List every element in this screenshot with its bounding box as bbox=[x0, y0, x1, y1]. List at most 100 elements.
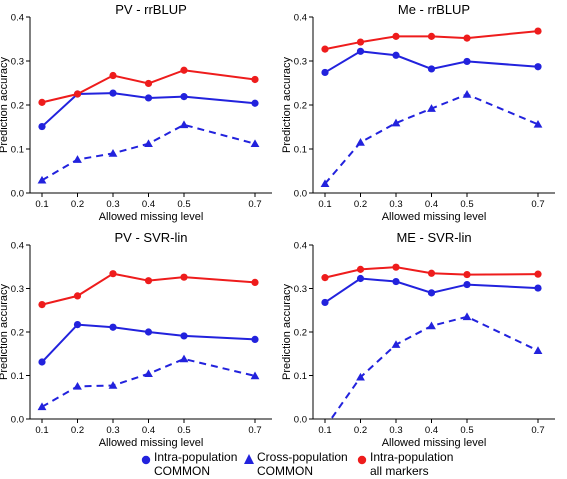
y-tick-label: 0.2 bbox=[11, 328, 24, 339]
y-tick-label: 0.3 bbox=[11, 57, 24, 68]
series-intra-all bbox=[321, 263, 542, 282]
data-point bbox=[462, 312, 472, 321]
data-point bbox=[251, 335, 259, 343]
data-point bbox=[144, 139, 153, 148]
data-point bbox=[427, 65, 436, 73]
x-tick-label: 0.2 bbox=[354, 425, 367, 436]
data-point bbox=[38, 358, 46, 366]
x-axis-label: Allowed missing level bbox=[99, 211, 204, 223]
data-point bbox=[534, 284, 542, 292]
data-point bbox=[180, 66, 188, 74]
x-tick-label: 0.2 bbox=[354, 199, 367, 210]
y-tick-label: 0.0 bbox=[11, 415, 24, 426]
y-tick-label: 0.3 bbox=[294, 57, 307, 68]
x-tick-label: 0.2 bbox=[71, 199, 84, 210]
data-point bbox=[180, 93, 188, 101]
x-axis-label: Allowed missing level bbox=[99, 437, 204, 449]
data-point bbox=[108, 149, 118, 157]
legend-label-line1: Cross-population bbox=[257, 450, 348, 464]
data-point bbox=[179, 354, 189, 363]
data-point bbox=[463, 57, 471, 66]
data-point bbox=[144, 79, 153, 88]
data-point bbox=[109, 71, 117, 80]
data-point bbox=[38, 300, 46, 309]
y-tick-label: 0.1 bbox=[11, 371, 24, 382]
y-tick-label: 0.1 bbox=[294, 145, 307, 156]
data-point bbox=[391, 340, 401, 348]
x-tick-label: 0.4 bbox=[142, 425, 155, 436]
data-point bbox=[321, 45, 329, 53]
panel-title: PV - SVR-lin bbox=[115, 230, 188, 245]
y-tick-label: 0.3 bbox=[294, 284, 307, 295]
data-point bbox=[427, 104, 436, 112]
data-point bbox=[463, 270, 471, 279]
x-tick-label: 0.2 bbox=[71, 425, 84, 436]
panel-4: 0.0 0.1 0.2 0.3 0.4 0.1 0.2 0.3 0.4 0.5 0.7 ME - SV… bbox=[281, 230, 555, 449]
data-point bbox=[356, 372, 365, 381]
data-point bbox=[356, 38, 365, 46]
data-point bbox=[109, 270, 117, 278]
panel-3: 0.0 0.1 0.2 0.3 0.4 0.1 0.2 0.3 0.4 0.5 0.7 PV - SV… bbox=[0, 230, 272, 449]
legend-label-line2: all markers bbox=[370, 464, 429, 478]
data-point bbox=[534, 63, 542, 71]
data-point bbox=[534, 27, 542, 35]
series-cross-common bbox=[37, 120, 260, 184]
series-line-intra-common bbox=[324, 50, 539, 74]
data-point bbox=[463, 280, 471, 289]
series-intra-all bbox=[38, 270, 259, 309]
data-point bbox=[356, 138, 365, 146]
x-axis-label: Allowed missing level bbox=[382, 211, 487, 223]
data-point bbox=[73, 155, 82, 163]
panel-1: 0.0 0.1 0.2 0.3 0.4 0.1 0.2 0.3 0.4 0.5 0.7 PV - rr… bbox=[0, 2, 272, 223]
y-tick-label: 0.1 bbox=[294, 371, 307, 382]
data-point bbox=[144, 94, 153, 102]
data-point bbox=[251, 278, 259, 287]
x-tick-label: 0.7 bbox=[248, 199, 261, 210]
series-cross-common bbox=[37, 354, 260, 411]
y-tick-label: 0.4 bbox=[11, 241, 24, 252]
series-line-intra-common bbox=[324, 277, 539, 304]
data-point bbox=[38, 122, 46, 131]
series-intra-all bbox=[321, 27, 542, 53]
data-point bbox=[356, 265, 365, 273]
data-point bbox=[251, 99, 259, 107]
y-axis-label: Prediction accuracy bbox=[0, 57, 10, 153]
series-line-intra-all bbox=[41, 69, 256, 104]
y-axis-label: Prediction accuracy bbox=[281, 284, 293, 380]
y-axis-label: Prediction accuracy bbox=[281, 57, 293, 153]
legend-label-line2: COMMON bbox=[257, 464, 313, 478]
legend-label-line1: Intra-population bbox=[370, 450, 453, 464]
x-tick-label: 0.7 bbox=[531, 199, 544, 210]
data-point bbox=[392, 277, 400, 286]
data-point bbox=[250, 139, 260, 148]
data-point bbox=[250, 371, 260, 380]
x-tick-label: 0.3 bbox=[389, 199, 402, 210]
y-axis-label: Prediction accuracy bbox=[0, 284, 10, 380]
data-point bbox=[534, 270, 542, 278]
y-tick-label: 0.4 bbox=[294, 241, 307, 252]
data-point bbox=[144, 277, 153, 285]
data-point bbox=[73, 321, 82, 329]
panel-title: Me - rrBLUP bbox=[398, 2, 470, 17]
series-intra-common bbox=[38, 321, 259, 366]
series-intra-common bbox=[321, 47, 542, 77]
data-point bbox=[73, 292, 82, 300]
series-cross-common bbox=[320, 90, 543, 188]
x-tick-label: 0.4 bbox=[142, 199, 155, 210]
data-point bbox=[427, 32, 436, 40]
data-point bbox=[356, 47, 365, 55]
panel-title: PV - rrBLUP bbox=[115, 2, 187, 17]
x-tick-label: 0.5 bbox=[460, 199, 473, 210]
legend-marker-circle-icon bbox=[357, 455, 367, 465]
data-point bbox=[73, 381, 82, 390]
series-intra-all bbox=[38, 66, 259, 106]
y-tick-label: 0.0 bbox=[11, 189, 24, 200]
data-point bbox=[427, 321, 436, 330]
data-point bbox=[109, 323, 117, 331]
data-point bbox=[144, 369, 153, 378]
series-line-intra-all bbox=[41, 272, 256, 306]
legend: Intra-population COMMONCross-populationCO… bbox=[141, 450, 453, 478]
x-tick-label: 0.3 bbox=[106, 425, 119, 436]
